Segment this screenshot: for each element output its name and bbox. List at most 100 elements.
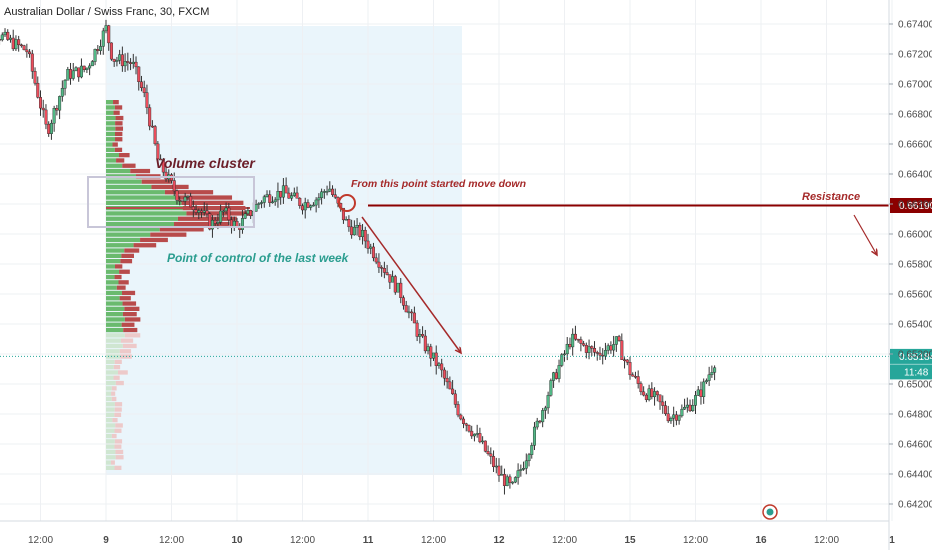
candle-down <box>126 61 130 63</box>
profile-bar-down <box>122 163 136 168</box>
candle-up <box>535 420 539 428</box>
resistance-price-label: 0.66190 <box>899 201 932 212</box>
last-price-label: 0.65184 <box>899 352 932 363</box>
candle-down <box>631 374 635 377</box>
candle-down <box>172 180 176 192</box>
profile-bar-down <box>140 237 168 243</box>
price-tick-label: 0.65400 <box>898 320 932 331</box>
candle-up <box>543 407 547 411</box>
profile-bar-up <box>106 465 115 470</box>
candle-up <box>549 380 553 396</box>
candle-down <box>388 274 392 283</box>
candle-up <box>418 334 422 337</box>
poc-label: Point of control of the last week <box>167 251 350 265</box>
candle-down <box>644 394 648 400</box>
candle-up <box>303 202 307 211</box>
candle-down <box>688 404 692 412</box>
profile-bar-down <box>122 343 137 349</box>
candle-down <box>674 414 678 421</box>
profile-bar-down <box>115 137 123 142</box>
candle-up <box>614 336 618 345</box>
profile-bar-down <box>174 221 230 227</box>
candle-down <box>650 388 654 398</box>
candle-down <box>22 45 26 51</box>
profile-bar-up <box>106 195 176 200</box>
candle-down <box>19 44 23 47</box>
candle-up <box>677 415 681 421</box>
profile-bar-down <box>124 333 141 338</box>
profile-bar-down <box>120 338 134 343</box>
candle-down <box>380 267 384 269</box>
profile-bar-up <box>106 317 125 322</box>
candle-up <box>232 221 236 227</box>
candle-up <box>257 203 261 205</box>
time-tick-label: 12:00 <box>28 535 53 546</box>
candle-down <box>107 25 111 44</box>
volume-cluster-box <box>87 176 255 228</box>
time-tick-label: 12:00 <box>159 535 184 546</box>
candle-up <box>273 199 277 203</box>
candle-up <box>101 30 105 47</box>
profile-bar-down <box>114 359 122 364</box>
profile-bar-up <box>106 359 115 364</box>
candle-up <box>437 363 441 366</box>
candle-down <box>129 62 133 64</box>
candle-down <box>145 92 149 108</box>
candle-down <box>434 352 438 366</box>
candle-up <box>104 25 108 32</box>
candle-down <box>194 209 198 213</box>
candle-down <box>41 107 45 111</box>
candle-up <box>432 352 436 359</box>
candle-up <box>472 433 476 437</box>
profile-bar-up <box>106 105 115 110</box>
candle-up <box>691 405 695 412</box>
candle-down <box>453 393 457 405</box>
profile-bar-down <box>141 179 171 184</box>
candle-up <box>14 39 18 50</box>
profile-bar-up <box>106 380 116 386</box>
candle-up <box>0 34 4 41</box>
candle-up <box>587 346 591 353</box>
candle-down <box>112 58 116 62</box>
candle-up <box>328 188 332 192</box>
candle-up <box>314 199 318 206</box>
profile-bar-up <box>106 147 115 152</box>
annotations: Volume cluster Point of control of the la… <box>0 155 932 520</box>
candle-up <box>311 204 315 207</box>
candle-down <box>401 297 405 306</box>
profile-bar-down <box>151 184 189 190</box>
countdown-badge <box>890 364 932 380</box>
volume-cluster-label: Volume cluster <box>155 155 256 171</box>
candle-down <box>421 334 425 337</box>
candle-down <box>82 65 86 70</box>
candle-down <box>593 348 597 353</box>
profile-bar-up <box>106 433 112 439</box>
profile-bar-up <box>106 142 113 147</box>
time-tick-label: 12:00 <box>290 535 315 546</box>
profile-bar-down <box>114 407 122 412</box>
profile-bar-down <box>114 428 122 433</box>
candle-down <box>25 49 29 53</box>
profile-bar-up <box>106 402 115 407</box>
candle-down <box>579 339 583 344</box>
profile-bar-down <box>121 253 134 258</box>
candle-down <box>459 414 463 420</box>
profile-bar-up <box>106 290 123 296</box>
profile-bar-up <box>106 396 112 402</box>
candle-down <box>576 338 580 341</box>
candle-up <box>79 65 83 78</box>
candle-down <box>582 343 586 346</box>
candle-up <box>276 190 280 201</box>
candle-up <box>391 276 395 283</box>
candle-up <box>527 454 531 462</box>
profile-bar-down <box>114 274 122 280</box>
candle-up <box>243 213 247 219</box>
candle-up <box>355 225 359 228</box>
candle-up <box>702 381 706 397</box>
profile-bar-down <box>115 449 124 455</box>
candle-down <box>429 346 433 359</box>
candle-up <box>511 481 515 484</box>
profile-bar-up <box>106 158 117 163</box>
candle-down <box>584 345 588 353</box>
candle-up <box>426 346 430 352</box>
